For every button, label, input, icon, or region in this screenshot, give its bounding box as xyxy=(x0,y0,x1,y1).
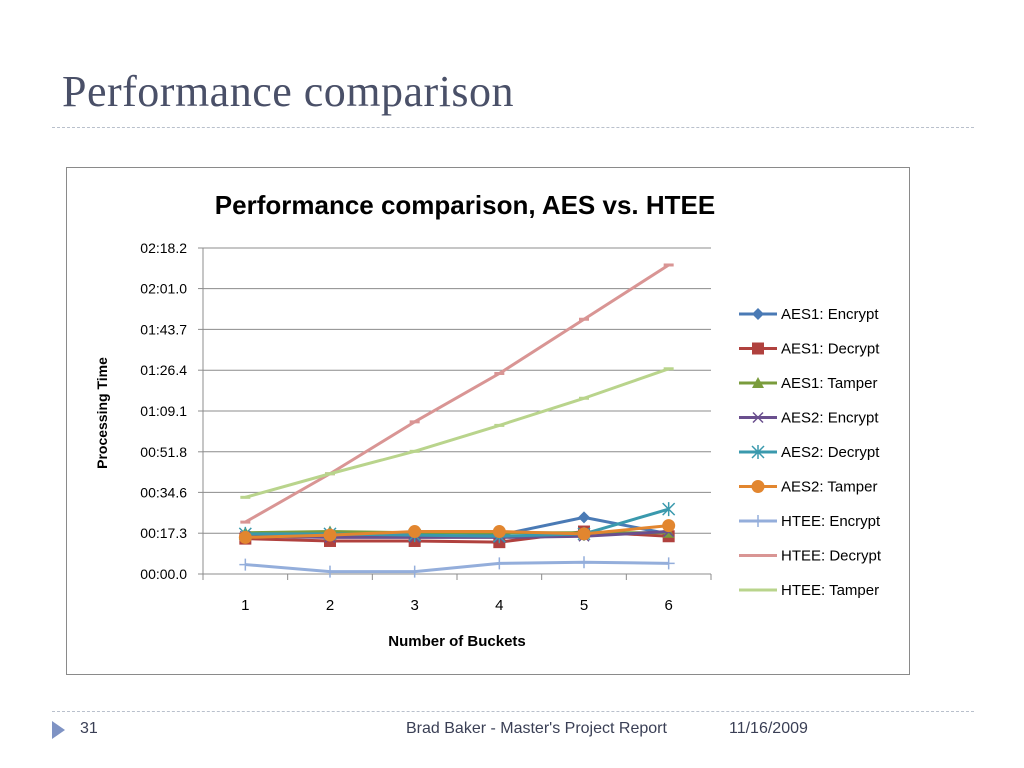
legend-label-htee-tamper: HTEE: Tamper xyxy=(781,582,879,599)
data-point-htee-encrypt xyxy=(578,556,590,569)
x-axis-label: Number of Buckets xyxy=(388,633,526,650)
data-point-htee-encrypt xyxy=(408,565,421,578)
legend-marker-aes2-decrypt xyxy=(751,445,765,459)
legend-label-aes2-tamper: AES2: Tamper xyxy=(781,479,877,496)
legend-label-aes2-encrypt: AES2: Encrypt xyxy=(781,410,879,427)
data-point-aes2-tamper xyxy=(408,525,422,539)
y-tick-label: 00:34.6 xyxy=(140,484,187,500)
legend-label-aes1-tamper: AES1: Tamper xyxy=(781,375,877,392)
y-axis-label: Processing Time xyxy=(94,357,110,469)
legend-label-htee-decrypt: HTEE: Decrypt xyxy=(781,548,882,565)
legend-marker-aes1-decrypt xyxy=(752,342,764,355)
legend-label-aes2-decrypt: AES2: Decrypt xyxy=(781,444,880,461)
series-line-aes2-decrypt xyxy=(245,507,670,538)
y-tick-label: 00:00.0 xyxy=(140,566,187,582)
legend-marker-aes1-tamper xyxy=(752,377,764,388)
slide-title: Performance comparison xyxy=(62,67,515,116)
legend-label-htee-encrypt: HTEE: Encrypt xyxy=(781,513,881,530)
chart-title: Performance comparison, AES vs. HTEE xyxy=(215,190,715,220)
title-divider xyxy=(52,127,974,128)
footer-report-title: Brad Baker - Master's Project Report xyxy=(406,720,667,737)
x-tick-label: 4 xyxy=(495,597,503,614)
data-point-aes2-tamper xyxy=(238,530,252,544)
legend-marker-aes2-encrypt xyxy=(752,411,764,424)
data-point-aes2-tamper xyxy=(662,519,676,533)
footer-date: 11/16/2009 xyxy=(729,720,808,737)
x-tick-label: 1 xyxy=(241,597,249,614)
x-tick-label: 2 xyxy=(326,597,334,614)
data-point-aes2-tamper xyxy=(492,525,506,539)
y-tick-label: 02:18.2 xyxy=(140,240,187,256)
data-point-htee-encrypt xyxy=(662,557,675,570)
data-point-aes1-encrypt xyxy=(578,511,590,524)
chart-frame: Performance comparison, AES vs. HTEE 00:0… xyxy=(66,167,910,675)
footer-arrow-icon xyxy=(52,721,65,739)
series-line-htee-decrypt xyxy=(244,263,670,524)
data-point-htee-encrypt xyxy=(493,557,506,570)
line-chart: Performance comparison, AES vs. HTEE 00:0… xyxy=(94,190,882,650)
y-tick-label: 00:51.8 xyxy=(140,444,187,460)
series-line-aes2-tamper xyxy=(245,524,669,539)
x-tick-label: 5 xyxy=(580,597,588,614)
page-number: 31 xyxy=(80,720,98,737)
x-tick-label: 3 xyxy=(410,597,418,614)
data-point-htee-encrypt xyxy=(324,565,336,578)
data-point-htee-encrypt xyxy=(239,558,252,571)
series-line-htee-encrypt xyxy=(245,560,669,574)
series-line-htee-tamper xyxy=(244,367,670,499)
y-tick-label: 01:43.7 xyxy=(140,321,187,337)
legend-marker-aes1-encrypt xyxy=(752,308,764,320)
y-tick-label: 00:17.3 xyxy=(140,525,187,541)
y-tick-label: 01:26.4 xyxy=(140,362,187,378)
data-point-aes2-decrypt xyxy=(662,502,676,517)
footer-divider xyxy=(52,711,974,712)
y-tick-label: 02:01.0 xyxy=(140,281,187,297)
x-tick-label: 6 xyxy=(664,597,672,614)
y-tick-label: 01:09.1 xyxy=(140,403,187,419)
data-point-aes2-tamper xyxy=(323,528,337,542)
legend-marker-aes2-tamper xyxy=(751,480,765,493)
series-line-aes2-encrypt xyxy=(245,530,669,539)
legend-marker-htee-encrypt xyxy=(752,515,764,527)
legend-label-aes1-decrypt: AES1: Decrypt xyxy=(781,341,880,358)
legend-label-aes1-encrypt: AES1: Encrypt xyxy=(781,306,879,323)
data-point-aes2-tamper xyxy=(577,527,591,541)
